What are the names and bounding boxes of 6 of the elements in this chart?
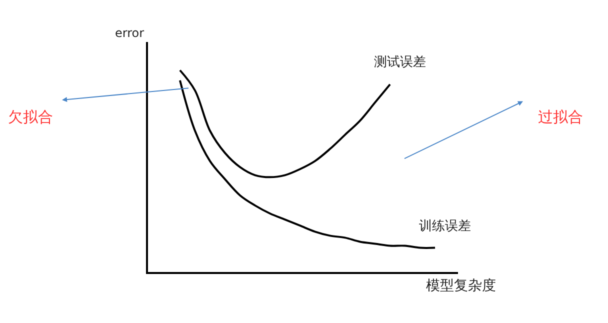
series-label: 训练误差 (419, 219, 471, 234)
text: 欠拟合 (8, 108, 53, 126)
x-axis-title: 模型复杂度 (426, 278, 496, 294)
series-label: 测试误差 (374, 55, 426, 70)
y-axis-title: error (115, 26, 144, 40)
text: 过拟合 (538, 108, 583, 126)
